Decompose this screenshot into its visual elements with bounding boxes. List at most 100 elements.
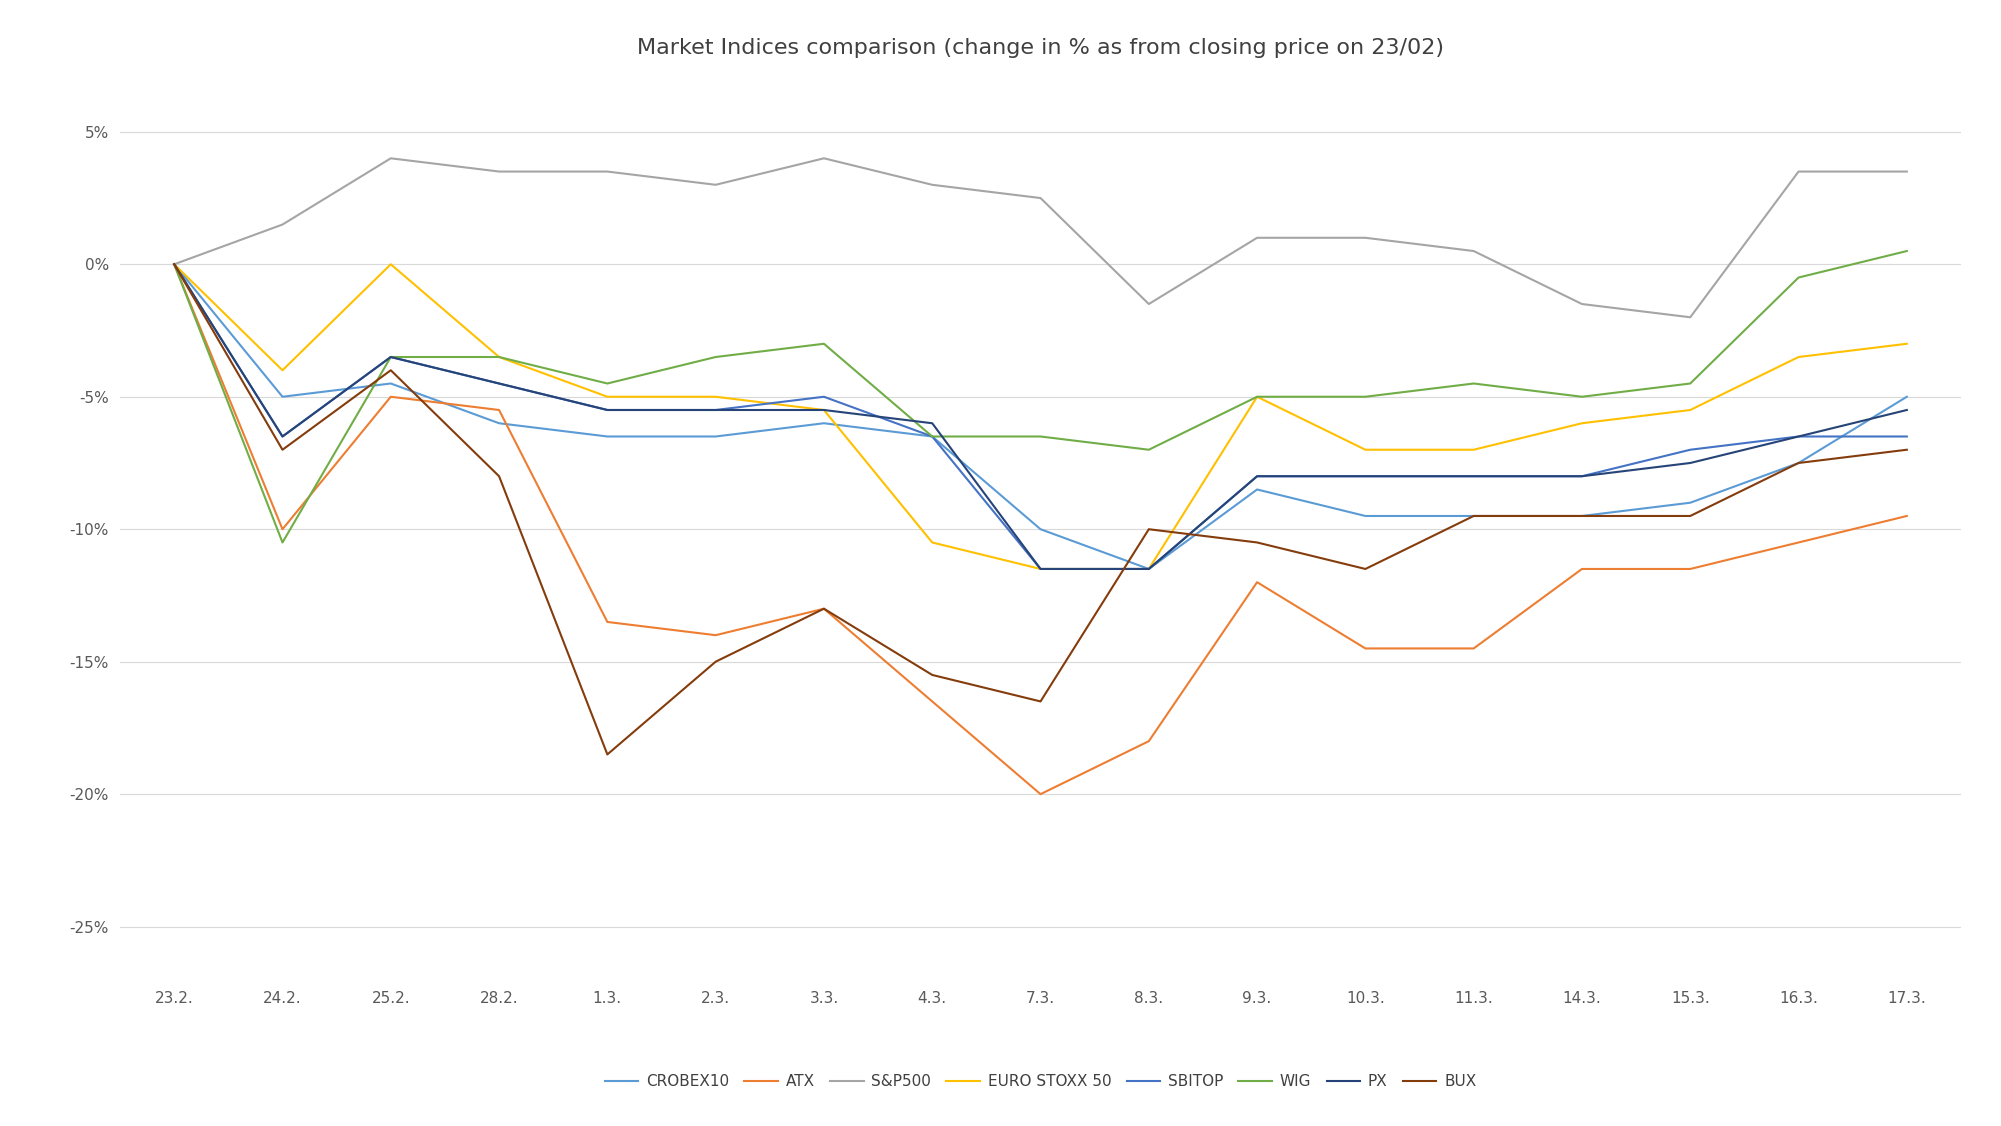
Line: EURO STOXX 50: EURO STOXX 50 xyxy=(174,265,1907,569)
CROBEX10 xyxy=(920,430,944,444)
EURO STOXX 50 xyxy=(378,258,402,271)
EURO STOXX 50 xyxy=(1137,562,1161,575)
WIG xyxy=(1571,390,1595,403)
SBITOP xyxy=(1679,443,1703,456)
ATX xyxy=(1571,562,1595,575)
ATX xyxy=(1245,575,1269,589)
ATX xyxy=(1137,734,1161,748)
Line: S&P500: S&P500 xyxy=(174,159,1907,318)
CROBEX10 xyxy=(1571,509,1595,522)
Line: WIG: WIG xyxy=(174,251,1907,543)
EURO STOXX 50 xyxy=(704,390,728,403)
ATX xyxy=(486,403,510,417)
BUX xyxy=(1137,522,1161,536)
SBITOP xyxy=(1245,470,1269,483)
PX xyxy=(596,403,620,417)
EURO STOXX 50 xyxy=(1571,417,1595,430)
SBITOP xyxy=(1353,470,1377,483)
PX xyxy=(1571,470,1595,483)
SBITOP xyxy=(704,403,728,417)
Line: ATX: ATX xyxy=(174,265,1907,794)
CROBEX10 xyxy=(704,430,728,444)
WIG xyxy=(596,377,620,391)
CROBEX10 xyxy=(486,417,510,430)
PX xyxy=(1137,562,1161,575)
SBITOP xyxy=(596,403,620,417)
SBITOP xyxy=(812,390,836,403)
WIG xyxy=(486,350,510,364)
S&P500 xyxy=(486,164,510,178)
EURO STOXX 50 xyxy=(1245,390,1269,403)
CROBEX10 xyxy=(596,430,620,444)
BUX xyxy=(1571,509,1595,522)
WIG xyxy=(704,350,728,364)
EURO STOXX 50 xyxy=(920,536,944,549)
WIG xyxy=(378,350,402,364)
ATX xyxy=(270,522,294,536)
BUX xyxy=(812,602,836,616)
EURO STOXX 50 xyxy=(1461,443,1485,456)
S&P500 xyxy=(1137,297,1161,311)
S&P500 xyxy=(1679,311,1703,324)
BUX xyxy=(1895,443,1919,456)
EURO STOXX 50 xyxy=(596,390,620,403)
BUX xyxy=(1787,456,1811,470)
BUX xyxy=(162,258,186,271)
ATX xyxy=(1461,642,1485,655)
ATX xyxy=(920,695,944,708)
PX xyxy=(812,403,836,417)
ATX xyxy=(812,602,836,616)
SBITOP xyxy=(1787,430,1811,444)
SBITOP xyxy=(162,258,186,271)
CROBEX10 xyxy=(812,417,836,430)
PX xyxy=(1461,470,1485,483)
Line: CROBEX10: CROBEX10 xyxy=(174,265,1907,569)
SBITOP xyxy=(920,430,944,444)
EURO STOXX 50 xyxy=(1029,562,1053,575)
PX xyxy=(270,430,294,444)
Line: PX: PX xyxy=(174,265,1907,569)
S&P500 xyxy=(1353,231,1377,244)
ATX xyxy=(162,258,186,271)
S&P500 xyxy=(1571,297,1595,311)
Title: Market Indices comparison (change in % as from closing price on 23/02): Market Indices comparison (change in % a… xyxy=(636,38,1445,57)
WIG xyxy=(1245,390,1269,403)
CROBEX10 xyxy=(162,258,186,271)
SBITOP xyxy=(1029,562,1053,575)
EURO STOXX 50 xyxy=(486,350,510,364)
S&P500 xyxy=(162,258,186,271)
ATX xyxy=(378,390,402,403)
BUX xyxy=(1245,536,1269,549)
BUX xyxy=(596,748,620,761)
S&P500 xyxy=(596,164,620,178)
SBITOP xyxy=(1571,470,1595,483)
S&P500 xyxy=(1245,231,1269,244)
SBITOP xyxy=(378,350,402,364)
CROBEX10 xyxy=(270,390,294,403)
EURO STOXX 50 xyxy=(1895,337,1919,350)
BUX xyxy=(1679,509,1703,522)
CROBEX10 xyxy=(1895,390,1919,403)
WIG xyxy=(270,536,294,549)
WIG xyxy=(1353,390,1377,403)
PX xyxy=(704,403,728,417)
CROBEX10 xyxy=(1787,456,1811,470)
CROBEX10 xyxy=(1679,495,1703,509)
EURO STOXX 50 xyxy=(1679,403,1703,417)
S&P500 xyxy=(1895,164,1919,178)
Line: BUX: BUX xyxy=(174,265,1907,754)
ATX xyxy=(596,615,620,628)
S&P500 xyxy=(270,217,294,231)
PX xyxy=(1353,470,1377,483)
S&P500 xyxy=(378,152,402,166)
BUX xyxy=(270,443,294,456)
BUX xyxy=(920,668,944,681)
WIG xyxy=(162,258,186,271)
S&P500 xyxy=(1029,191,1053,205)
S&P500 xyxy=(920,178,944,191)
CROBEX10 xyxy=(1353,509,1377,522)
PX xyxy=(1787,430,1811,444)
SBITOP xyxy=(1461,470,1485,483)
S&P500 xyxy=(704,178,728,191)
WIG xyxy=(1137,443,1161,456)
